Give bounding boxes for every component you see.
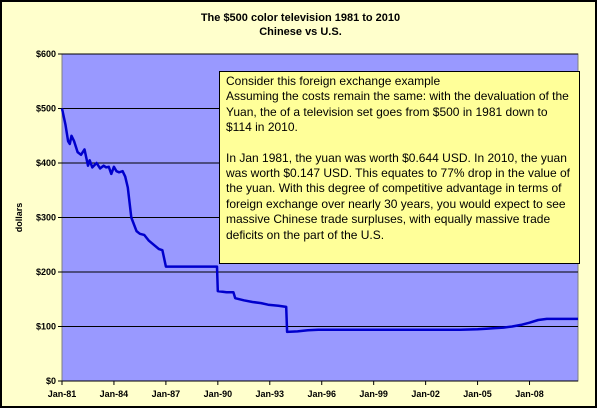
x-tick-label: Jan-99 [359,389,388,399]
y-tick-label: $500 [36,104,56,114]
y-tick-label: $200 [36,267,56,277]
x-tick-label: Jan-02 [411,389,440,399]
y-axis-title: dollars [14,203,24,233]
annotation-paragraph-2: In Jan 1981, the yuan was worth $0.644 U… [226,150,570,242]
chart-title: The $500 color television 1981 to 2010 [200,12,401,24]
x-tick-label: Jan-08 [515,389,544,399]
x-tick-label: Jan-81 [48,389,77,399]
y-tick-label: $600 [36,49,56,59]
series-line-tv-price [60,108,578,334]
x-axis-ticks: Jan-81 Jan-84 Jan-87 Jan-90 Jan-93 Jan-96 Jan-… [48,381,544,399]
x-tick-label: Jan-84 [100,389,129,399]
y-axis-ticks: $0 $100 $200 $300 $400 $500 $600 [36,49,62,386]
y-tick-label: $300 [36,213,56,223]
x-tick-label: Jan-96 [307,389,336,399]
annotation-paragraph-1: Consider this foreign exchange example A… [226,74,569,135]
chart-subtitle: Chinese vs U.S. [259,26,342,38]
x-tick-label: Jan-93 [256,389,285,399]
annotation-box: Consider this foreign exchange example A… [219,71,580,264]
x-tick-label: Jan-90 [204,389,233,399]
y-tick-label: $0 [46,376,56,386]
x-tick-label: Jan-05 [463,389,492,399]
y-tick-label: $400 [36,158,56,168]
x-tick-label: Jan-87 [152,389,181,399]
y-tick-label: $100 [36,322,56,332]
